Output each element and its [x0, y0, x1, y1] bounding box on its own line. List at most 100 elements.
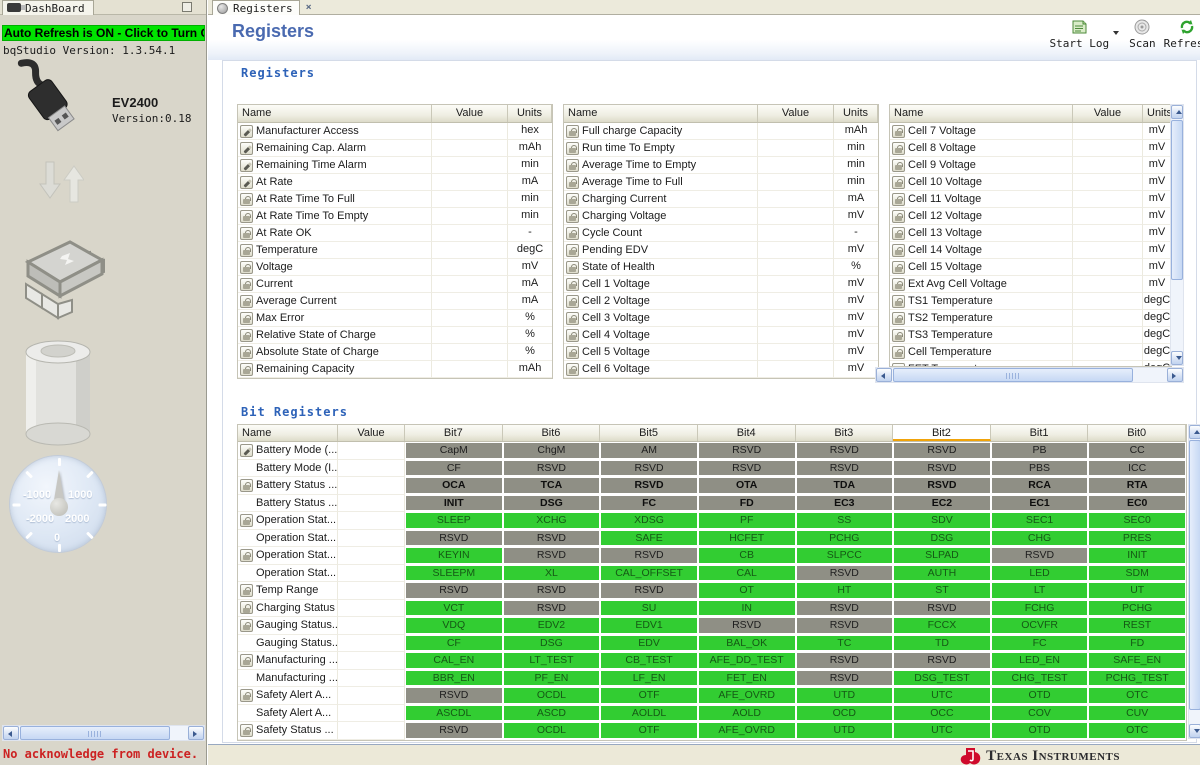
register-row[interactable]: Cell 2 Voltage mV: [564, 293, 878, 310]
register-value-cell[interactable]: [1073, 157, 1143, 174]
register-row[interactable]: Current mA: [238, 276, 552, 293]
bit-register-value-cell[interactable]: [338, 634, 405, 652]
bit-cell[interactable]: CC: [1088, 442, 1186, 460]
register-row[interactable]: Cycle Count -: [564, 225, 878, 242]
register-value-cell[interactable]: [432, 242, 508, 259]
bit-cell[interactable]: XL: [502, 565, 601, 582]
register-row[interactable]: At Rate OK -: [238, 225, 552, 242]
bit-cell[interactable]: LF_EN: [600, 670, 698, 687]
register-row[interactable]: Average Time to Full min: [564, 174, 878, 191]
bit-cell[interactable]: FET_EN: [697, 670, 796, 687]
register-value-cell[interactable]: [432, 327, 508, 344]
bit-cell[interactable]: RSVD: [893, 442, 991, 460]
bit-cell[interactable]: REST: [1088, 617, 1186, 635]
bit-cell[interactable]: EC3: [795, 495, 894, 512]
table3-vertical-scrollbar[interactable]: [1170, 104, 1184, 366]
bit-cell[interactable]: SAFE_EN: [1088, 652, 1186, 670]
register-row[interactable]: TS2 Temperature degC: [890, 310, 1171, 327]
bit-cell[interactable]: RSVD: [502, 582, 601, 600]
register-row[interactable]: State of Health%: [564, 259, 878, 276]
bit-cell[interactable]: PBS: [990, 460, 1089, 477]
column-header-bit1[interactable]: Bit1: [991, 425, 1089, 441]
bit-cell[interactable]: RSVD: [795, 652, 894, 670]
register-row[interactable]: At Rate Time To Empty min: [238, 208, 552, 225]
bit-cell[interactable]: DSG_TEST: [893, 670, 991, 687]
bit-cell[interactable]: OCA: [405, 477, 503, 495]
bit-cell[interactable]: RSVD: [600, 582, 698, 600]
column-header-bit3[interactable]: Bit3: [796, 425, 894, 441]
bit-cell[interactable]: RSVD: [697, 617, 796, 635]
bit-cell[interactable]: FD: [1088, 635, 1186, 652]
bit-register-row[interactable]: Manufacturing ... CAL_EN LT_TEST CB_TEST AFE…: [238, 652, 1186, 670]
bit-register-row[interactable]: Battery Mode (I... CF RSVD RSVD RSVD RSVD RSVD…: [238, 459, 1186, 477]
register-value-cell[interactable]: [1073, 310, 1143, 327]
column-header-units[interactable]: Units: [1143, 105, 1171, 122]
register-row[interactable]: Average Time to Empty min: [564, 157, 878, 174]
register-value-cell[interactable]: [758, 259, 834, 276]
bit-cell[interactable]: RSVD: [795, 600, 894, 617]
bit-cell[interactable]: LT_TEST: [502, 652, 601, 670]
register-row[interactable]: Cell 13 Voltage mV: [890, 225, 1171, 242]
bit-register-row[interactable]: Battery Mode (... CapM ChgM AM RSVD RSVD RSVD P…: [238, 442, 1186, 460]
register-value-cell[interactable]: [758, 208, 834, 225]
bit-register-value-cell[interactable]: [338, 477, 405, 495]
bit-register-value-cell[interactable]: [338, 459, 405, 477]
bit-cell[interactable]: HCFET: [697, 530, 796, 547]
register-row[interactable]: Cell 9 Voltage mV: [890, 157, 1171, 174]
column-header-value[interactable]: Value: [758, 105, 834, 122]
table3-horizontal-scrollbar[interactable]: [875, 367, 1184, 383]
register-value-cell[interactable]: [758, 344, 834, 361]
bit-cell[interactable]: VDQ: [405, 617, 503, 635]
register-value-cell[interactable]: [758, 361, 834, 378]
bit-cell[interactable]: OCVFR: [990, 617, 1089, 635]
register-value-cell[interactable]: [432, 344, 508, 361]
register-row[interactable]: Ext Avg Cell Voltage mV: [890, 276, 1171, 293]
close-tab-icon[interactable]: ×: [305, 2, 312, 13]
register-row[interactable]: TS1 Temperature degC: [890, 293, 1171, 310]
bit-cell[interactable]: AM: [600, 442, 698, 460]
bit-register-row[interactable]: Safety Alert A... RSVD OCDL OTF AFE_OVRD UTD U…: [238, 687, 1186, 705]
register-value-cell[interactable]: [432, 174, 508, 191]
register-value-cell[interactable]: [1073, 276, 1143, 293]
register-row[interactable]: Charging Current mA: [564, 191, 878, 208]
bit-cell[interactable]: PRES: [1088, 530, 1186, 547]
bit-cell[interactable]: CB_TEST: [600, 652, 698, 670]
bit-cell[interactable]: RSVD: [405, 687, 503, 705]
bit-cell[interactable]: RSVD: [893, 600, 991, 617]
bit-cell[interactable]: CHG: [990, 530, 1089, 547]
sidebar-horizontal-scrollbar[interactable]: [2, 725, 205, 741]
register-value-cell[interactable]: [758, 242, 834, 259]
bit-register-row[interactable]: Manufacturing ... BBR_EN PF_EN LF_EN FET_EN R…: [238, 669, 1186, 687]
bit-cell[interactable]: XDSG: [600, 512, 698, 530]
register-value-cell[interactable]: [758, 293, 834, 310]
bit-cell[interactable]: OTA: [697, 477, 796, 495]
bit-cell[interactable]: BBR_EN: [405, 670, 503, 687]
bit-cell[interactable]: SU: [600, 600, 698, 617]
register-value-cell[interactable]: [758, 327, 834, 344]
bit-register-row[interactable]: Gauging Status... VDQ EDV2 EDV1 RSVD RSVD FCCX…: [238, 617, 1186, 635]
bit-cell[interactable]: UTC: [893, 722, 991, 740]
register-value-cell[interactable]: [432, 191, 508, 208]
bit-cell[interactable]: OTD: [990, 687, 1089, 705]
register-value-cell[interactable]: [1073, 327, 1143, 344]
register-value-cell[interactable]: [1073, 344, 1143, 361]
register-row[interactable]: Cell 5 Voltage mV: [564, 344, 878, 361]
bit-cell[interactable]: FC: [600, 495, 698, 512]
register-value-cell[interactable]: [432, 310, 508, 327]
bit-cell[interactable]: PCHG: [795, 530, 894, 547]
bit-cell[interactable]: OTC: [1088, 722, 1186, 740]
bit-cell[interactable]: EC1: [990, 495, 1089, 512]
bit-register-value-cell[interactable]: [338, 599, 405, 617]
bit-cell[interactable]: OTF: [600, 687, 698, 705]
bit-cell[interactable]: PF_EN: [502, 670, 601, 687]
bit-cell[interactable]: ASCD: [502, 705, 601, 722]
bit-register-value-cell[interactable]: [338, 687, 405, 705]
bit-register-row[interactable]: Battery Status ... OCA TCA RSVD OTA TDA RSVD RC…: [238, 477, 1186, 495]
column-header-bit5[interactable]: Bit5: [600, 425, 698, 441]
bit-cell[interactable]: RSVD: [502, 547, 601, 565]
bit-cell[interactable]: ASCDL: [405, 705, 503, 722]
register-value-cell[interactable]: [432, 140, 508, 157]
column-header-name[interactable]: Name: [238, 425, 338, 441]
register-value-cell[interactable]: [1073, 242, 1143, 259]
register-row[interactable]: Cell 11 Voltage mV: [890, 191, 1171, 208]
